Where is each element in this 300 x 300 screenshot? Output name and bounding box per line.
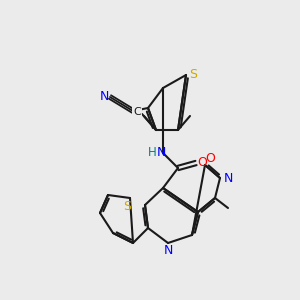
Text: N: N: [156, 146, 166, 160]
Text: S: S: [123, 200, 131, 212]
Text: N: N: [99, 91, 109, 103]
Text: C: C: [133, 107, 141, 117]
Text: H: H: [148, 146, 156, 160]
Text: N: N: [223, 172, 233, 184]
Text: O: O: [205, 152, 215, 164]
Text: N: N: [163, 244, 173, 257]
Text: O: O: [197, 157, 207, 169]
Text: S: S: [189, 68, 197, 82]
